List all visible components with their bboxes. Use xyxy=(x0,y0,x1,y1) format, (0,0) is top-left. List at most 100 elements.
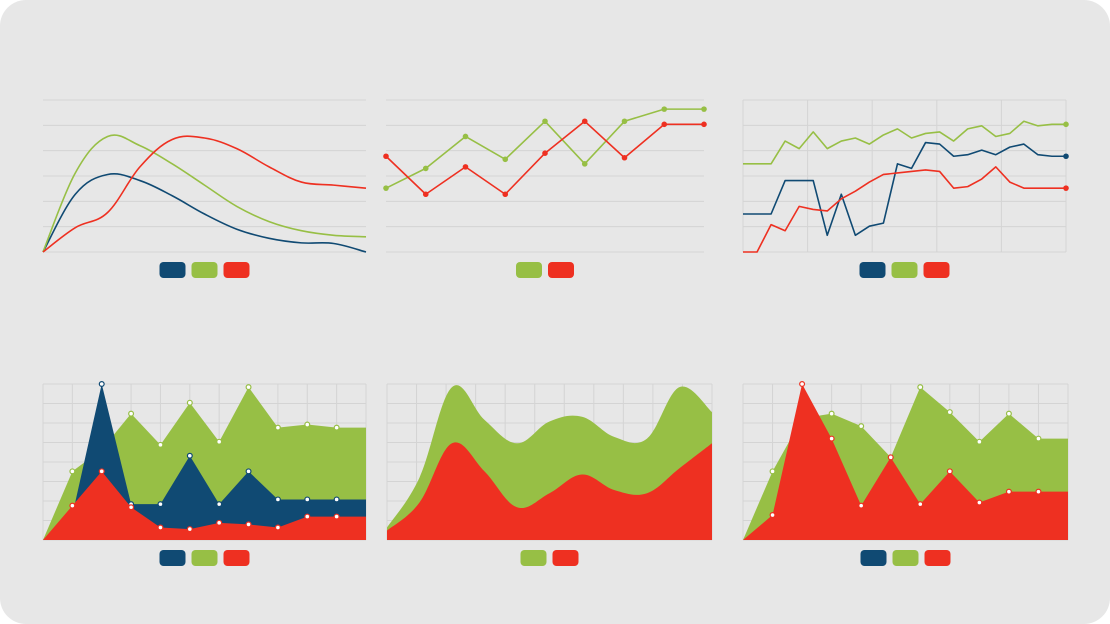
legend-swatch-red xyxy=(924,550,951,566)
data-point-blue xyxy=(186,452,193,459)
data-point-blue xyxy=(1063,153,1069,160)
data-point-red xyxy=(799,381,806,388)
data-point-red xyxy=(542,150,548,156)
data-point-red xyxy=(216,519,223,526)
chart-6 xyxy=(742,381,1069,566)
data-point-green xyxy=(245,384,252,391)
data-point-red xyxy=(69,502,76,509)
data-point-red xyxy=(383,153,389,160)
legend-swatch-red xyxy=(548,262,574,278)
data-point-green xyxy=(1063,121,1069,128)
legend-swatch-blue xyxy=(159,262,186,278)
data-point-blue xyxy=(157,501,164,508)
legend-swatch-blue xyxy=(859,262,886,278)
data-point-red xyxy=(304,513,311,520)
data-point-red xyxy=(701,121,707,128)
legend-swatch-red xyxy=(223,550,250,566)
data-point-red xyxy=(917,501,924,508)
data-point-red xyxy=(1063,185,1069,191)
legend-swatch-green xyxy=(892,550,919,566)
chart-4 xyxy=(42,381,367,566)
chart-5 xyxy=(386,383,713,566)
chart-legend xyxy=(859,262,950,278)
data-point-red xyxy=(1035,488,1042,495)
chart-2 xyxy=(383,99,707,278)
series-line-green xyxy=(42,134,367,253)
legend-swatch-red xyxy=(552,550,579,566)
data-point-blue xyxy=(274,496,281,503)
data-point-green xyxy=(128,410,135,417)
legend-swatch-blue xyxy=(159,550,186,566)
data-point-green xyxy=(383,185,389,191)
data-point-red xyxy=(333,513,340,520)
data-point-red xyxy=(422,191,429,198)
data-point-blue xyxy=(304,496,311,503)
data-point-red xyxy=(661,121,668,128)
data-point-green xyxy=(333,424,340,431)
data-point-green xyxy=(462,133,469,140)
data-point-green xyxy=(502,156,509,163)
data-point-green xyxy=(858,423,865,430)
data-point-green xyxy=(274,424,281,431)
legend-swatch-red xyxy=(923,262,950,278)
data-point-green xyxy=(157,441,164,448)
series-line-red xyxy=(385,120,704,196)
data-point-red xyxy=(858,502,865,509)
data-point-blue xyxy=(245,468,252,475)
series-area-red xyxy=(743,384,1068,540)
legend-swatch-green xyxy=(191,262,218,278)
data-point-red xyxy=(245,521,252,528)
data-point-green xyxy=(304,421,311,428)
series-line-green xyxy=(743,120,1066,165)
data-point-green xyxy=(917,384,924,391)
chart-grid xyxy=(43,99,366,253)
data-point-green xyxy=(946,409,953,416)
legend-swatch-red xyxy=(223,262,250,278)
data-point-red xyxy=(769,512,776,519)
data-point-blue xyxy=(216,501,223,508)
chart-legend xyxy=(159,262,250,278)
data-point-blue xyxy=(333,496,340,503)
data-point-green xyxy=(69,468,76,475)
chart-1 xyxy=(42,99,367,278)
data-point-red xyxy=(887,454,894,461)
data-point-green xyxy=(1035,435,1042,442)
legend-swatch-blue xyxy=(860,550,887,566)
series-line-red xyxy=(42,135,367,253)
series-area-red xyxy=(43,471,366,540)
legend-swatch-green xyxy=(516,262,542,278)
data-point-green xyxy=(976,438,983,445)
data-point-red xyxy=(98,468,105,475)
data-point-red xyxy=(186,526,193,533)
data-point-red xyxy=(502,191,509,198)
chart-grid xyxy=(742,99,1067,253)
data-point-red xyxy=(1005,488,1012,495)
data-point-green xyxy=(186,399,193,406)
chart-legend xyxy=(860,550,951,566)
legend-swatch-green xyxy=(891,262,918,278)
data-point-red xyxy=(976,499,983,506)
data-point-red xyxy=(462,164,469,170)
data-point-green xyxy=(769,468,776,475)
data-point-green xyxy=(621,118,628,125)
data-point-red xyxy=(128,504,135,511)
series-line-blue xyxy=(42,173,367,253)
data-point-green xyxy=(828,410,835,417)
series-area-red xyxy=(387,442,712,540)
data-point-green xyxy=(661,106,668,112)
data-point-green xyxy=(542,118,548,125)
chart-legend xyxy=(520,550,579,566)
series-line-blue xyxy=(743,141,1066,237)
data-point-red xyxy=(157,524,164,531)
legend-swatch-green xyxy=(191,550,218,566)
chart-3 xyxy=(742,99,1069,278)
data-point-red xyxy=(581,118,588,125)
data-point-green xyxy=(581,161,588,167)
data-point-red xyxy=(274,524,281,531)
data-point-red xyxy=(828,435,835,442)
data-point-green xyxy=(1005,410,1012,417)
chart-legend xyxy=(516,262,574,278)
data-point-red xyxy=(621,154,628,161)
data-point-green xyxy=(422,165,429,172)
